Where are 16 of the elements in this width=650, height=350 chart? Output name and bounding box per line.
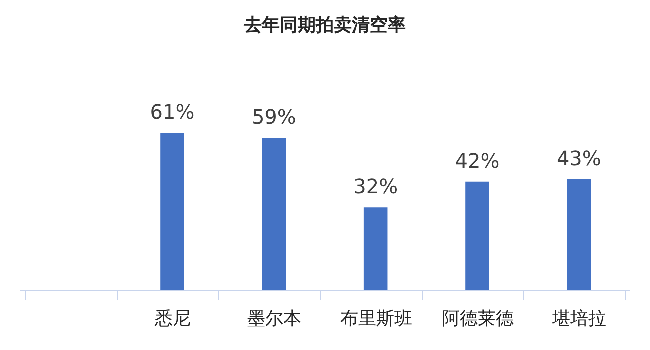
x-tick-label: 堪培拉: [552, 308, 607, 330]
data-label: 43%: [556, 146, 602, 170]
data-label: 59%: [252, 105, 296, 130]
chart-title: 去年同期拍卖清空率: [243, 15, 406, 36]
bar: [364, 208, 388, 290]
x-tick-label: 布里斯班: [340, 308, 412, 330]
data-label: 61%: [150, 100, 195, 124]
x-tick-label: 墨尔本: [248, 308, 302, 330]
x-tick-label: 阿德莱德: [442, 308, 514, 330]
x-tick-label: 悉尼: [154, 308, 191, 330]
bar: [466, 182, 490, 290]
bar: [567, 179, 592, 290]
bar: [160, 133, 184, 290]
data-label: 42%: [455, 148, 500, 173]
bar: [262, 138, 286, 290]
data-label: 32%: [354, 174, 398, 199]
